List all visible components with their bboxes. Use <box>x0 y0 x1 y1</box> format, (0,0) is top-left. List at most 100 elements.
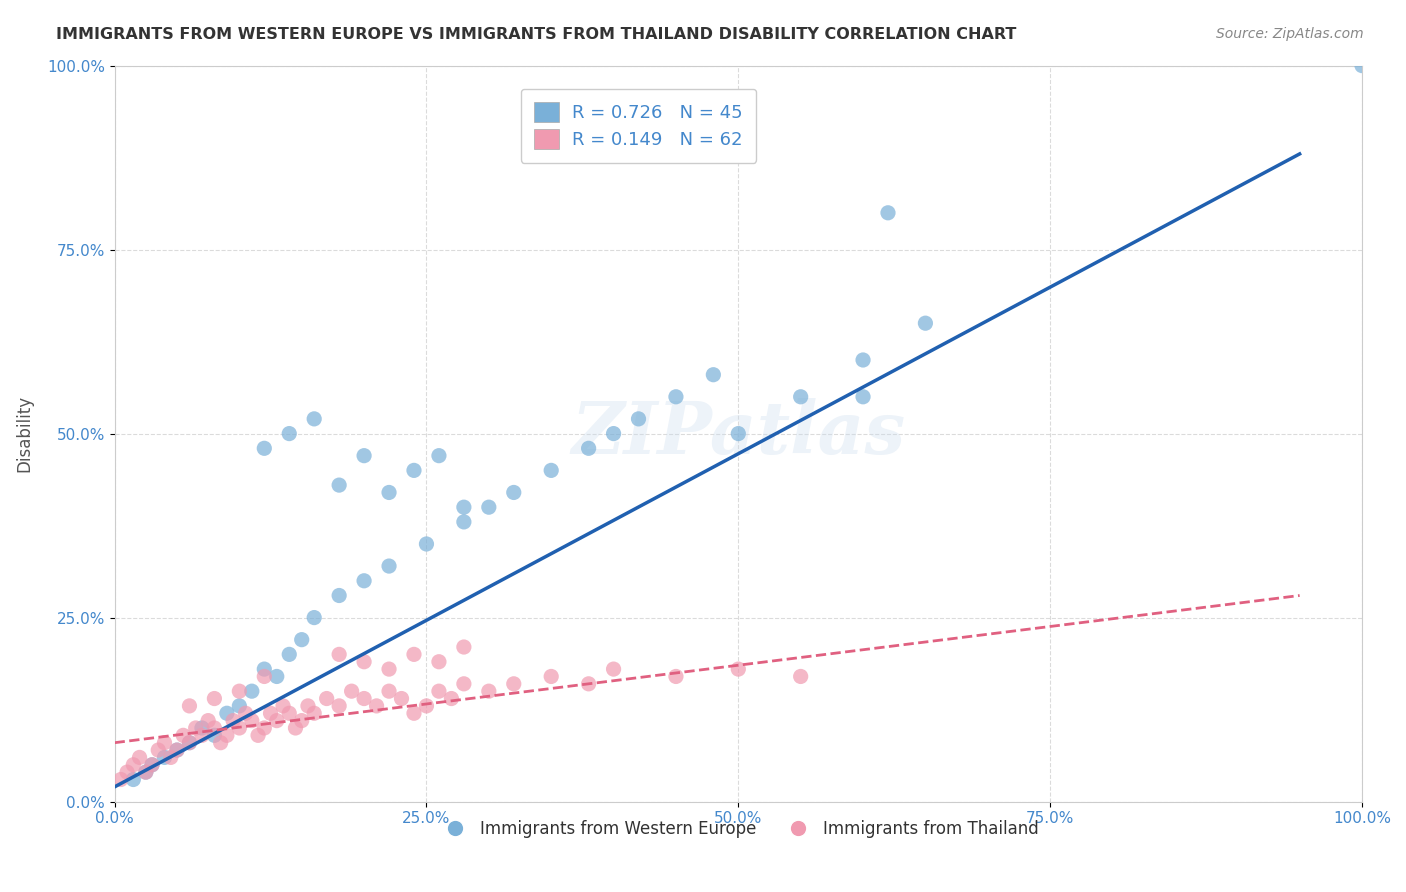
Point <box>247 728 270 742</box>
Point <box>148 743 170 757</box>
Point <box>284 721 307 735</box>
Point <box>727 662 749 676</box>
Point <box>271 698 294 713</box>
Point <box>453 500 475 515</box>
Point <box>877 206 900 220</box>
Point <box>328 648 350 662</box>
Point <box>378 662 401 676</box>
Point <box>789 669 811 683</box>
Point <box>366 698 388 713</box>
Point <box>353 574 375 588</box>
Point <box>266 714 288 728</box>
Point <box>228 721 250 735</box>
Point <box>914 316 936 330</box>
Text: Source: ZipAtlas.com: Source: ZipAtlas.com <box>1216 27 1364 41</box>
Point <box>291 714 314 728</box>
Point <box>502 485 524 500</box>
Point <box>665 390 688 404</box>
Point <box>353 655 375 669</box>
Point <box>302 706 325 721</box>
Point <box>228 684 250 698</box>
Point <box>135 765 157 780</box>
Point <box>478 500 501 515</box>
Point <box>215 706 238 721</box>
Point <box>122 772 145 787</box>
Point <box>402 706 425 721</box>
Point <box>141 757 163 772</box>
Point <box>179 698 201 713</box>
Point <box>240 714 263 728</box>
Point <box>540 463 562 477</box>
Point <box>328 698 350 713</box>
Point <box>184 721 207 735</box>
Point <box>235 706 257 721</box>
Point <box>297 698 319 713</box>
Point <box>228 698 250 713</box>
Point <box>502 677 524 691</box>
Point <box>172 728 194 742</box>
Point <box>153 736 176 750</box>
Point <box>602 426 624 441</box>
Point <box>427 684 450 698</box>
Point <box>179 736 201 750</box>
Point <box>222 714 245 728</box>
Point <box>328 478 350 492</box>
Point <box>578 442 600 456</box>
Point <box>202 691 225 706</box>
Text: ZIPatlas: ZIPatlas <box>571 398 905 469</box>
Y-axis label: Disability: Disability <box>15 395 32 472</box>
Point <box>135 765 157 780</box>
Point <box>253 669 276 683</box>
Point <box>852 390 875 404</box>
Point <box>166 743 188 757</box>
Point <box>278 648 301 662</box>
Point <box>702 368 724 382</box>
Point <box>415 698 437 713</box>
Point <box>453 640 475 654</box>
Point <box>253 442 276 456</box>
Point <box>128 750 150 764</box>
Point <box>153 750 176 764</box>
Point <box>291 632 314 647</box>
Point <box>141 757 163 772</box>
Point <box>378 559 401 574</box>
Point <box>240 684 263 698</box>
Point <box>202 721 225 735</box>
Point <box>427 449 450 463</box>
Point <box>179 736 201 750</box>
Point <box>391 691 413 706</box>
Point <box>115 765 138 780</box>
Point <box>266 669 288 683</box>
Point <box>789 390 811 404</box>
Point <box>415 537 437 551</box>
Point <box>453 515 475 529</box>
Point <box>340 684 363 698</box>
Point <box>665 669 688 683</box>
Point <box>627 412 650 426</box>
Point <box>602 662 624 676</box>
Point <box>191 721 214 735</box>
Point <box>852 353 875 368</box>
Point <box>202 728 225 742</box>
Point <box>253 662 276 676</box>
Point <box>209 736 232 750</box>
Point <box>402 648 425 662</box>
Point <box>302 610 325 624</box>
Point <box>110 772 132 787</box>
Point <box>197 714 219 728</box>
Point <box>302 412 325 426</box>
Point <box>453 677 475 691</box>
Point <box>278 426 301 441</box>
Point <box>727 426 749 441</box>
Point <box>353 449 375 463</box>
Legend: Immigrants from Western Europe, Immigrants from Thailand: Immigrants from Western Europe, Immigran… <box>432 814 1045 845</box>
Point <box>215 728 238 742</box>
Point <box>578 677 600 691</box>
Point <box>259 706 281 721</box>
Point <box>328 589 350 603</box>
Point <box>315 691 337 706</box>
Point <box>122 757 145 772</box>
Point <box>440 691 463 706</box>
Point <box>353 691 375 706</box>
Text: IMMIGRANTS FROM WESTERN EUROPE VS IMMIGRANTS FROM THAILAND DISABILITY CORRELATIO: IMMIGRANTS FROM WESTERN EUROPE VS IMMIGR… <box>56 27 1017 42</box>
